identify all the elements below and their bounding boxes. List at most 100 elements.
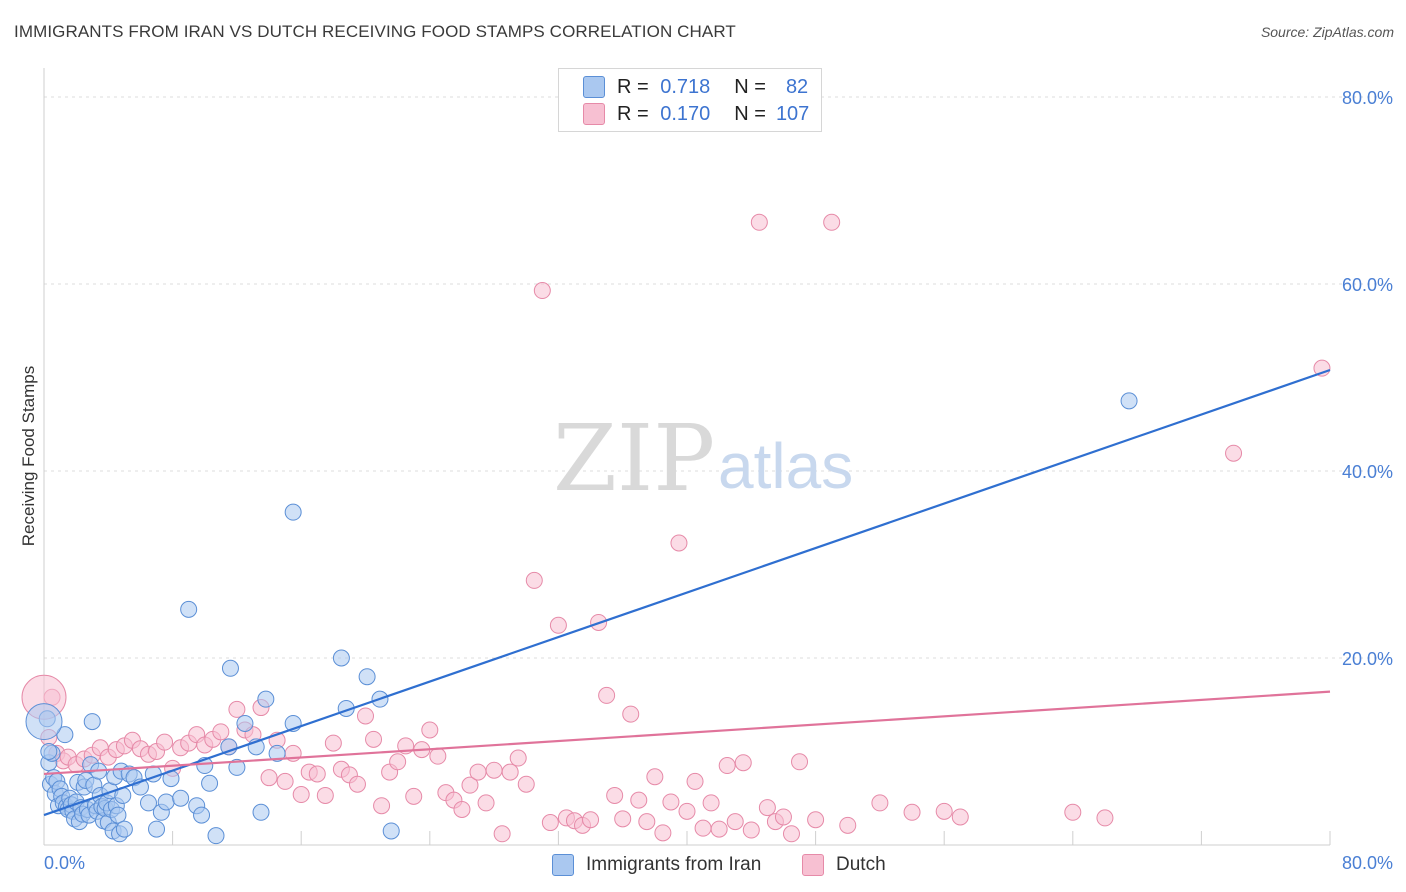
legend-n-value: 82 bbox=[785, 75, 809, 98]
data-point bbox=[509, 749, 527, 767]
data-point bbox=[839, 816, 857, 834]
data-point bbox=[193, 806, 211, 824]
bottom-legend-swatch-dutch bbox=[802, 854, 824, 876]
data-point bbox=[1120, 392, 1138, 410]
data-point bbox=[654, 824, 672, 842]
data-point bbox=[533, 282, 551, 300]
data-point bbox=[257, 690, 275, 708]
data-point bbox=[718, 757, 736, 775]
data-point bbox=[292, 786, 310, 804]
bottom-legend-label-dutch: Dutch bbox=[836, 854, 886, 875]
legend-r-value: 0.718 bbox=[660, 75, 711, 98]
legend-r-value: 0.170 bbox=[660, 102, 711, 125]
data-point bbox=[734, 754, 752, 772]
data-point bbox=[823, 213, 841, 231]
data-point bbox=[236, 714, 254, 732]
data-point bbox=[316, 786, 334, 804]
data-point bbox=[221, 659, 239, 677]
legend-r-label: R = bbox=[617, 75, 649, 98]
data-point bbox=[686, 772, 704, 790]
y-axis-label: Receiving Food Stamps bbox=[19, 366, 38, 546]
trend-line-iran bbox=[43, 368, 1331, 817]
trend-lines bbox=[43, 368, 1331, 817]
data-point bbox=[742, 821, 760, 839]
data-point bbox=[276, 772, 294, 790]
data-point bbox=[201, 774, 219, 792]
data-point bbox=[678, 802, 696, 820]
legend-swatch-dutch bbox=[583, 103, 605, 125]
data-point bbox=[156, 733, 174, 751]
data-point bbox=[935, 802, 953, 820]
data-point bbox=[791, 753, 809, 771]
data-point bbox=[1096, 809, 1114, 827]
data-point bbox=[252, 803, 270, 821]
data-point bbox=[453, 800, 471, 818]
data-point bbox=[622, 705, 640, 723]
y-tick-label: 40.0% bbox=[1342, 462, 1393, 482]
data-point bbox=[485, 761, 503, 779]
watermark: ZIP atlas bbox=[553, 405, 853, 512]
data-point bbox=[358, 668, 376, 686]
data-point bbox=[139, 794, 157, 812]
data-point bbox=[549, 616, 567, 634]
data-point bbox=[598, 686, 616, 704]
dutch-points bbox=[21, 213, 1331, 843]
data-point bbox=[726, 813, 744, 831]
data-point bbox=[157, 793, 175, 811]
bottom-legend-label-iran: Immigrants from Iran bbox=[586, 854, 762, 875]
x-tick-label: 80.0% bbox=[1342, 853, 1393, 873]
data-point bbox=[212, 723, 230, 741]
data-point bbox=[630, 791, 648, 809]
x-tick-label: 0.0% bbox=[44, 853, 85, 873]
bottom-legend-iran: Immigrants from Iran bbox=[552, 852, 761, 878]
data-point bbox=[477, 794, 495, 812]
data-point bbox=[332, 649, 350, 667]
data-point bbox=[109, 806, 127, 824]
data-point bbox=[172, 789, 190, 807]
data-point bbox=[582, 811, 600, 829]
data-point bbox=[614, 810, 632, 828]
chart-title: IMMIGRANTS FROM IRAN VS DUTCH RECEIVING … bbox=[14, 22, 736, 41]
legend-row-dutch: R = 0.170 N = 107 bbox=[583, 100, 809, 128]
data-point bbox=[405, 787, 423, 805]
data-point bbox=[207, 827, 225, 845]
data-point bbox=[461, 776, 479, 794]
data-point bbox=[83, 713, 101, 731]
data-point bbox=[702, 794, 720, 812]
data-point bbox=[148, 820, 166, 838]
legend-r-label: R = bbox=[617, 102, 649, 125]
data-point bbox=[662, 793, 680, 811]
legend-swatch-iran bbox=[583, 76, 605, 98]
data-point bbox=[382, 822, 400, 840]
data-point bbox=[646, 768, 664, 786]
iran-points bbox=[25, 392, 1138, 845]
legend: R = 0.718 N = 82 R = 0.170 N = 107 bbox=[558, 68, 822, 132]
data-point bbox=[782, 825, 800, 843]
data-point bbox=[308, 765, 326, 783]
data-point bbox=[228, 700, 246, 718]
data-point bbox=[260, 769, 278, 787]
data-point bbox=[951, 808, 969, 826]
watermark-zip: ZIP bbox=[553, 405, 715, 512]
data-point bbox=[389, 753, 407, 771]
data-point bbox=[429, 747, 447, 765]
y-tick-label: 20.0% bbox=[1342, 649, 1393, 669]
data-point bbox=[348, 775, 366, 793]
data-point-large bbox=[25, 703, 63, 741]
data-point bbox=[1064, 803, 1082, 821]
legend-row-iran: R = 0.718 N = 82 bbox=[583, 73, 808, 101]
bottom-legend-dutch: Dutch bbox=[802, 852, 886, 878]
data-point bbox=[228, 758, 246, 776]
legend-n-value: 107 bbox=[775, 102, 810, 125]
data-point bbox=[469, 763, 487, 781]
trend-line-dutch bbox=[43, 690, 1331, 776]
data-point bbox=[710, 820, 728, 838]
data-point bbox=[324, 734, 342, 752]
data-point bbox=[1225, 444, 1243, 462]
data-point bbox=[750, 213, 768, 231]
legend-n-label: N = bbox=[734, 75, 766, 98]
legend-n-label: N = bbox=[734, 102, 766, 125]
data-point bbox=[606, 786, 624, 804]
data-point bbox=[501, 763, 519, 781]
data-point bbox=[365, 730, 383, 748]
